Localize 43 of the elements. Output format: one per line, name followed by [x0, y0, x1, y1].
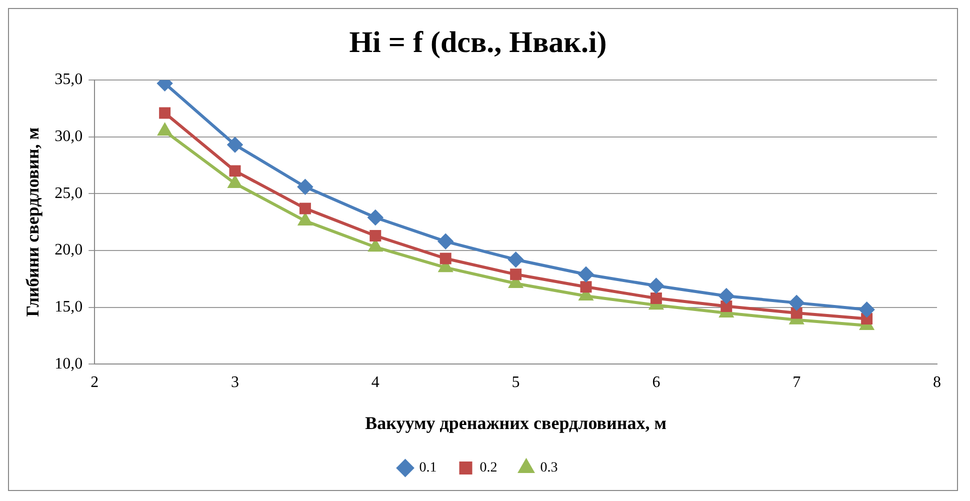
point [650, 292, 662, 304]
x-axis-title: Вакууму дренажних свердловинах, м [365, 412, 666, 433]
point [508, 252, 524, 268]
point [228, 137, 242, 152]
y-tick-label: 15,0 [54, 298, 83, 316]
legend-label: 0.2 [480, 460, 498, 476]
point [368, 240, 382, 252]
point [648, 278, 664, 294]
y-tick-label: 20,0 [54, 242, 83, 259]
point [790, 307, 802, 319]
legend-label: 0.1 [419, 460, 437, 476]
point [438, 234, 454, 249]
point [510, 268, 522, 280]
y-tick-label: 10,0 [54, 355, 83, 372]
point [370, 230, 382, 242]
y-axis-title: Глибини свердловин, м [22, 127, 42, 317]
point [158, 124, 172, 136]
y-tick-label: 25,0 [54, 184, 83, 202]
point [229, 165, 241, 177]
point [159, 107, 171, 119]
x-tick-label: 3 [231, 374, 239, 392]
y-tick-label: 30,0 [54, 128, 83, 146]
x-tick-label: 6 [652, 374, 660, 392]
point [440, 252, 452, 264]
point [298, 179, 313, 194]
x-tick-label: 2 [90, 374, 99, 392]
point [789, 295, 804, 310]
point [859, 302, 874, 318]
x-tick-label: 8 [933, 374, 941, 392]
x-tick-label: 4 [371, 374, 380, 392]
chart-title: Hi = f (dсв., Hвак.i) [349, 26, 607, 59]
point [580, 281, 592, 293]
x-tick-label: 7 [792, 374, 801, 392]
point [299, 202, 311, 214]
point [718, 288, 734, 304]
point [720, 300, 732, 312]
point [228, 176, 242, 188]
x-tick-label: 5 [512, 374, 520, 392]
legend-label: 0.3 [540, 460, 558, 476]
point [578, 266, 594, 282]
point [368, 210, 383, 226]
point [298, 213, 312, 226]
y-tick-label: 35,0 [54, 71, 83, 88]
